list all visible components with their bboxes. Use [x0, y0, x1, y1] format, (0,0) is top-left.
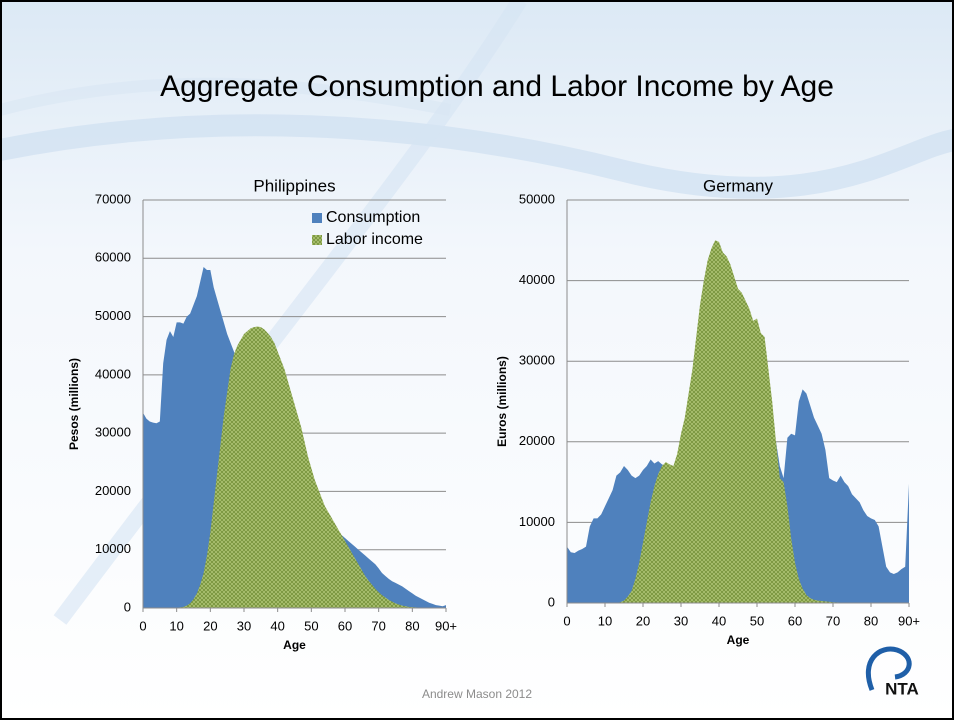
y-tick-label: 50000 — [95, 308, 131, 323]
legend-label: Labor income — [326, 231, 423, 248]
x-tick-label: 10 — [169, 618, 183, 633]
y-tick-label: 50000 — [519, 191, 555, 206]
x-tick-label: 40 — [712, 613, 726, 628]
x-tick-label: 60 — [338, 618, 352, 633]
x-tick-label: 50 — [304, 618, 318, 633]
swirl — [0, 77, 452, 116]
chart-title: Germany — [703, 176, 773, 195]
x-tick-label: 30 — [237, 618, 251, 633]
x-tick-label: 70 — [371, 618, 385, 633]
y-tick-label: 30000 — [95, 425, 131, 440]
slide-title: Aggregate Consumption and Labor Income b… — [160, 70, 834, 103]
charts: Philippines01000020000300004000050000600… — [67, 176, 920, 652]
x-tick-label: 0 — [139, 618, 146, 633]
y-tick-label: 40000 — [95, 366, 131, 381]
y-tick-label: 20000 — [95, 483, 131, 498]
x-tick-label: 70 — [826, 613, 840, 628]
y-tick-label: 20000 — [519, 433, 555, 448]
x-tick-label: 40 — [270, 618, 284, 633]
y-axis-label: Pesos (millions) — [67, 358, 81, 450]
x-tick-label: 90+ — [898, 613, 920, 628]
y-tick-label: 0 — [124, 599, 131, 614]
x-tick-label: 0 — [563, 613, 570, 628]
x-tick-label: 80 — [864, 613, 878, 628]
y-tick-label: 30000 — [519, 353, 555, 368]
y-tick-label: 10000 — [519, 514, 555, 529]
swirl — [0, 114, 954, 199]
legend-swatch — [312, 213, 322, 223]
x-tick-label: 60 — [788, 613, 802, 628]
logo-text: NTA — [885, 679, 919, 698]
x-tick-label: 20 — [203, 618, 217, 633]
x-tick-label: 50 — [750, 613, 764, 628]
chart-title: Philippines — [253, 176, 335, 195]
legend-swatch — [312, 235, 322, 245]
area — [567, 240, 909, 604]
legend-label: Consumption — [326, 209, 420, 226]
x-axis-label: Age — [283, 638, 306, 652]
x-tick-label: 90+ — [435, 618, 457, 633]
x-axis-label: Age — [727, 633, 750, 647]
x-tick-label: 30 — [674, 613, 688, 628]
y-tick-label: 60000 — [95, 250, 131, 265]
x-tick-label: 80 — [405, 618, 419, 633]
y-axis-label: Euros (millions) — [495, 356, 509, 447]
x-tick-label: 10 — [598, 613, 612, 628]
y-tick-label: 0 — [548, 594, 555, 609]
logo-swoosh — [865, 646, 912, 691]
y-tick-label: 40000 — [519, 272, 555, 287]
footer: Andrew Mason 2012 — [422, 687, 532, 701]
x-tick-label: 20 — [636, 613, 650, 628]
area — [143, 326, 446, 608]
y-tick-label: 10000 — [95, 541, 131, 556]
y-tick-label: 70000 — [95, 191, 131, 206]
